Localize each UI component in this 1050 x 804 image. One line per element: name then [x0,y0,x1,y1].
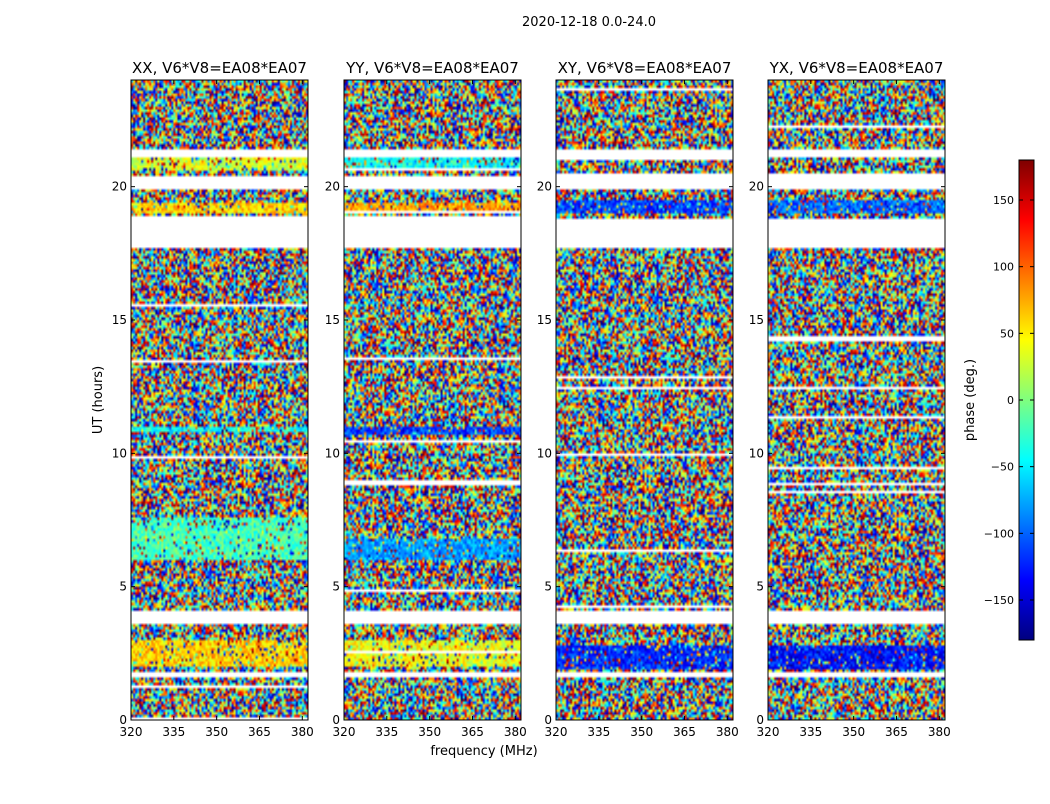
colorbar-tick-label: 50 [1000,327,1014,340]
y-tick-label: 15 [537,313,552,327]
x-tick-label: 350 [842,725,865,739]
colorbar-tick-label: 150 [993,194,1014,207]
y-tick-label: 5 [119,580,127,594]
x-tick-label: 365 [673,725,696,739]
x-tick-label: 380 [716,725,739,739]
x-tick-label: 320 [757,725,780,739]
x-tick-label: 365 [461,725,484,739]
y-tick-label: 20 [537,180,552,194]
axes-frame [343,79,522,721]
y-tick-label: 0 [756,713,764,727]
colorbar-tick-label: −50 [991,461,1014,474]
panel-title: YX, V6*V8=EA08*EA07 [769,59,944,77]
y-tick-label: 15 [749,313,764,327]
y-tick-label: 10 [537,446,552,460]
y-tick-label: 20 [325,180,340,194]
panel-4: YX, V6*V8=EA08*EA07 320 335 350 365 380 0 5 10 15… [749,59,951,739]
figure-title: 2020-12-18 0.0-24.0 [522,15,656,30]
x-tick-label: 365 [885,725,908,739]
y-tick-label: 20 [112,180,127,194]
y-tick-label: 0 [332,713,340,727]
colorbar-tick-label: 100 [993,261,1014,274]
x-axis-label: frequency (MHz) [430,744,537,759]
x-tick-label: 320 [120,725,143,739]
panel-title: XX, V6*V8=EA08*EA07 [132,59,307,77]
axes-frame [555,79,734,721]
x-tick-label: 350 [418,725,441,739]
x-tick-label: 350 [630,725,653,739]
y-tick-label: 15 [112,313,127,327]
colorbar-tick-label: 0 [1007,394,1014,407]
panel-2: YY, V6*V8=EA08*EA07 320 335 350 365 380 0 5 10 15… [325,59,527,739]
axes-frame [767,79,946,721]
y-tick-label: 20 [749,180,764,194]
y-tick-label: 15 [325,313,340,327]
x-tick-label: 350 [205,725,228,739]
panels: XX, V6*V8=EA08*EA07 320 335 350 365 380 0 5 10 15… [112,59,951,739]
phase-image-1 [131,80,308,720]
phase-image-3 [556,80,733,720]
x-tick-label: 320 [545,725,568,739]
panel-title: YY, V6*V8=EA08*EA07 [345,59,519,77]
colorbar-label: phase (deg.) [963,359,978,441]
x-tick-label: 335 [799,725,822,739]
y-tick-label: 5 [544,580,552,594]
x-tick-label: 380 [291,725,314,739]
x-tick-label: 380 [928,725,951,739]
colorbar-tick-label: −150 [984,594,1014,607]
y-tick-label: 5 [332,580,340,594]
y-tick-label: 10 [112,446,127,460]
panel-1: XX, V6*V8=EA08*EA07 320 335 350 365 380 0 5 10 15… [112,59,314,739]
y-tick-label: 10 [749,446,764,460]
panel-title: XY, V6*V8=EA08*EA07 [558,59,732,77]
phase-image-2 [344,80,521,720]
x-tick-label: 335 [375,725,398,739]
axes-frame [130,79,309,721]
y-tick-label: 10 [325,446,340,460]
colorbar-tick-label: −100 [984,527,1014,540]
y-tick-label: 0 [544,713,552,727]
x-tick-label: 335 [162,725,185,739]
y-axis-label: UT (hours) [91,366,106,434]
x-tick-label: 335 [587,725,610,739]
panel-3: XY, V6*V8=EA08*EA07 320 335 350 365 380 0 5 10 15… [537,59,739,739]
x-tick-label: 320 [333,725,356,739]
x-tick-label: 365 [248,725,271,739]
x-tick-label: 380 [504,725,527,739]
y-tick-label: 5 [756,580,764,594]
colorbar: 150 100 50 0 −50 −100 −150 [984,159,1035,641]
y-tick-label: 0 [119,713,127,727]
phase-image-4 [768,80,945,720]
